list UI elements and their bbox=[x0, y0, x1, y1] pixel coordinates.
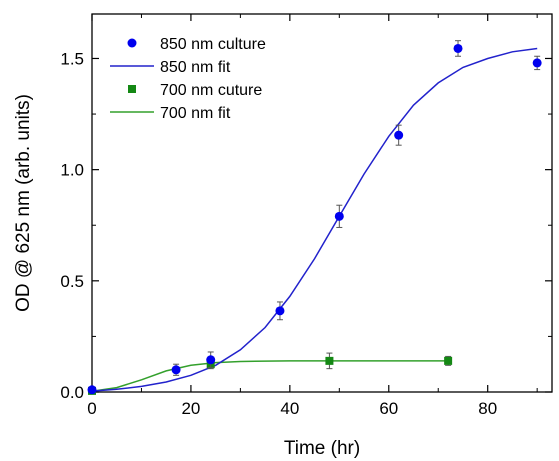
legend-label: 700 nm fit bbox=[160, 105, 231, 122]
data-point-circle bbox=[275, 306, 285, 316]
y-axis-title: OD @ 625 nm (arb. units) bbox=[13, 94, 34, 312]
y-tick-label: 1.5 bbox=[60, 49, 84, 68]
data-point-circle bbox=[453, 43, 463, 53]
fit-line-1 bbox=[91, 47, 538, 392]
y-tick-label: 0.5 bbox=[60, 272, 84, 291]
legend-circle-swatch bbox=[127, 38, 137, 48]
data-point-circle bbox=[87, 385, 97, 395]
data-point-circle bbox=[206, 355, 216, 365]
data-point-circle bbox=[334, 211, 344, 221]
legend-square-swatch bbox=[128, 85, 136, 93]
legend-label: 850 nm culture bbox=[160, 36, 266, 53]
x-tick-label: 0 bbox=[87, 399, 96, 418]
fit-line-3 bbox=[91, 360, 449, 393]
x-tick-label: 20 bbox=[181, 399, 200, 418]
series-layer bbox=[87, 40, 542, 395]
data-point-square bbox=[325, 356, 334, 365]
data-point-square bbox=[444, 356, 453, 365]
y-axis-ticks: 0.0 0.5 1.0 1.5 bbox=[60, 49, 552, 402]
data-point-circle bbox=[394, 130, 404, 140]
y-tick-label: 1.0 bbox=[60, 161, 84, 180]
x-tick-label: 80 bbox=[478, 399, 497, 418]
legend-label: 850 nm fit bbox=[160, 59, 231, 76]
y-tick-label: 0.0 bbox=[60, 383, 84, 402]
x-axis-title: Time (hr) bbox=[284, 438, 360, 459]
legend-label: 700 nm cuture bbox=[160, 82, 262, 99]
x-tick-label: 40 bbox=[280, 399, 299, 418]
data-point-circle bbox=[532, 58, 542, 68]
plot-frame bbox=[91, 13, 553, 393]
x-tick-label: 60 bbox=[379, 399, 398, 418]
data-point-circle bbox=[171, 365, 181, 375]
legend: 850 nm culture 850 nm fit 700 nm cuture 700… bbox=[110, 36, 266, 122]
x-axis-ticks: 0 20 40 60 80 bbox=[87, 14, 538, 418]
